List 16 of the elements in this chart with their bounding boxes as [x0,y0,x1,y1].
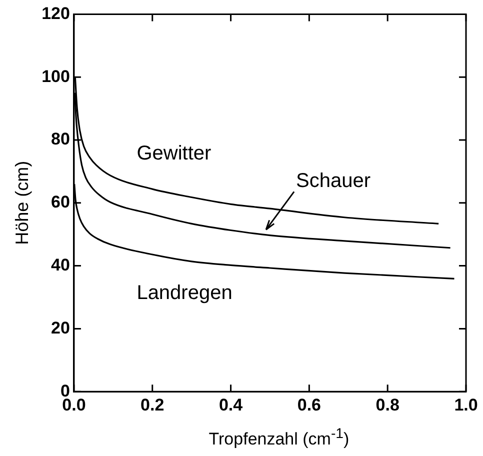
y-tick-label: 120 [42,4,70,23]
x-tick-label: 1.0 [454,395,478,414]
x-tick-label: 0.4 [218,395,244,414]
y-tick-label: 20 [51,318,70,338]
y-tick-label: 100 [42,66,70,86]
x-tick-label: 0.8 [376,395,400,414]
annotation: Schauer [296,170,371,192]
x-tick-label: 0.6 [297,395,322,414]
annotation: Gewitter [136,142,212,164]
y-tick-label: 40 [51,255,70,274]
annotation: Landregen [136,282,232,304]
x-axis-title: Tropfenzahl (cm$^{-1}$) [208,426,350,450]
y-tick-label: 80 [51,130,70,149]
y-tick-label: 60 [51,192,70,212]
y-axis-title: Höhe (cm) [12,160,32,245]
x-tick-label: 0.2 [140,395,164,414]
